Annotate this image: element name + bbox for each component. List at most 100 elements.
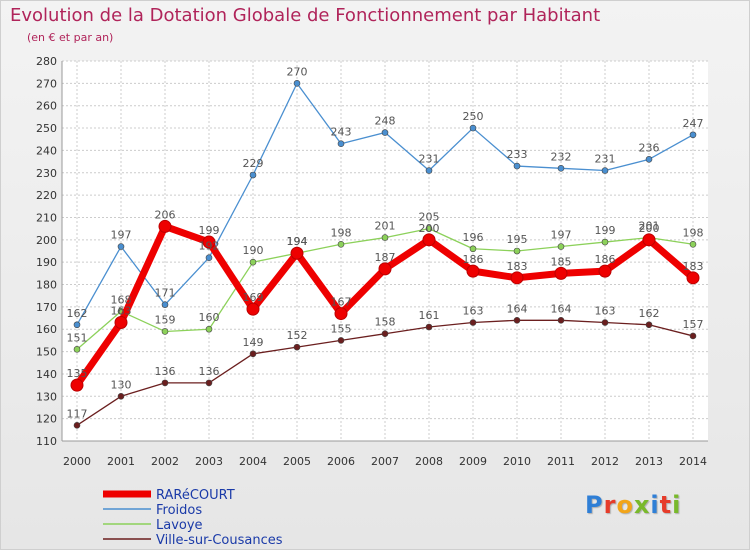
legend-label: RARéCOURT — [156, 488, 235, 503]
data-point-ville-sur-cousances — [645, 321, 653, 329]
data-point-lavoye — [557, 243, 565, 250]
data-point-lavoye — [689, 240, 697, 248]
x-tick-label: 2006 — [327, 455, 355, 468]
x-tick-label: 2013 — [635, 455, 663, 468]
data-point-ville-sur-cousances — [557, 316, 565, 324]
data-label-ville-sur-cousances: 163 — [595, 305, 616, 318]
y-tick-label: 140 — [36, 368, 57, 381]
data-label-ville-sur-cousances: 152 — [287, 329, 308, 342]
y-tick-label: 170 — [36, 301, 57, 314]
data-label-ville-sur-cousances: 155 — [331, 322, 352, 335]
chart-subtitle: (en € et par an) — [27, 31, 114, 44]
data-label-lavoye: 194 — [287, 235, 308, 248]
data-point-rar-court — [554, 266, 568, 280]
y-tick-label: 150 — [36, 346, 57, 359]
data-label-ville-sur-cousances: 117 — [67, 407, 88, 420]
data-label-froidos: 236 — [639, 141, 660, 154]
y-tick-label: 240 — [36, 144, 57, 157]
data-label-ville-sur-cousances: 164 — [551, 302, 572, 315]
logo-letter: x — [633, 491, 651, 519]
data-label-froidos: 233 — [507, 148, 528, 161]
x-tick-label: 2002 — [151, 455, 179, 468]
data-label-rar-court: 185 — [551, 255, 572, 268]
legend-label: Ville-sur-Cousances — [156, 533, 283, 548]
data-label-froidos: 247 — [683, 117, 704, 130]
data-point-ville-sur-cousances — [249, 350, 257, 358]
data-point-froidos — [249, 171, 257, 179]
data-point-froidos — [205, 254, 213, 262]
data-point-froidos — [73, 321, 81, 329]
y-tick-label: 160 — [36, 323, 57, 336]
y-tick-label: 130 — [36, 390, 57, 403]
data-point-lavoye — [601, 238, 609, 246]
data-label-lavoye: 197 — [551, 229, 572, 242]
logo-letter: i — [672, 491, 682, 519]
data-point-rar-court — [422, 233, 436, 247]
x-tick-label: 2008 — [415, 455, 443, 468]
y-tick-label: 110 — [36, 435, 57, 448]
data-point-lavoye — [513, 247, 521, 255]
data-point-froidos — [161, 301, 169, 308]
data-point-ville-sur-cousances — [337, 337, 345, 344]
logo-letter: t — [659, 491, 673, 519]
data-label-froidos: 243 — [331, 126, 352, 139]
data-label-lavoye: 201 — [375, 220, 396, 233]
data-label-ville-sur-cousances: 136 — [155, 365, 176, 378]
data-label-rar-court: 206 — [155, 208, 176, 221]
data-label-froidos: 197 — [111, 229, 132, 242]
y-tick-label: 190 — [36, 256, 57, 269]
data-point-rar-court — [334, 307, 348, 321]
data-label-rar-court: 183 — [683, 260, 704, 273]
data-point-ville-sur-cousances — [117, 392, 125, 400]
y-tick-label: 120 — [36, 413, 57, 426]
data-point-lavoye — [425, 225, 433, 232]
y-tick-label: 220 — [36, 189, 57, 202]
data-point-ville-sur-cousances — [73, 422, 81, 429]
data-label-lavoye: 168 — [111, 293, 132, 306]
data-label-lavoye: 190 — [243, 244, 264, 257]
data-point-lavoye — [73, 346, 81, 353]
data-label-rar-court: 194 — [287, 235, 308, 248]
x-tick-label: 2012 — [591, 455, 619, 468]
data-label-lavoye: 199 — [595, 224, 616, 237]
data-point-froidos — [557, 164, 565, 172]
x-tick-label: 2011 — [547, 455, 575, 468]
data-label-lavoye: 198 — [683, 226, 704, 239]
data-point-ville-sur-cousances — [425, 323, 433, 331]
data-point-froidos — [425, 167, 433, 174]
x-tick-label: 2004 — [239, 455, 267, 468]
data-label-ville-sur-cousances: 149 — [243, 336, 264, 349]
data-label-lavoye: 159 — [155, 313, 176, 326]
data-point-froidos — [293, 80, 301, 87]
data-point-froidos — [601, 167, 609, 174]
logo-letter: o — [616, 491, 634, 519]
axis-layer: 110 120 130 140 150 160 170 180 190 200 210 220 230 2… — [36, 55, 708, 468]
data-label-rar-court: 167 — [331, 296, 352, 309]
data-point-ville-sur-cousances — [513, 316, 521, 324]
x-tick-label: 2014 — [679, 455, 707, 468]
data-point-froidos — [645, 156, 653, 163]
data-label-rar-court: 200 — [419, 222, 440, 235]
x-tick-label: 2009 — [459, 455, 487, 468]
logo-letter: P — [585, 491, 604, 519]
data-point-ville-sur-cousances — [293, 343, 301, 351]
data-point-rar-court — [158, 219, 172, 233]
data-point-ville-sur-cousances — [689, 332, 697, 340]
data-point-ville-sur-cousances — [381, 330, 389, 338]
data-label-froidos: 231 — [595, 153, 616, 166]
data-point-rar-court — [598, 264, 612, 278]
data-label-froidos: 250 — [463, 110, 484, 123]
data-label-lavoye: 196 — [463, 231, 484, 244]
data-label-froidos: 232 — [551, 150, 572, 163]
proxiti-logo: Proxiti — [585, 491, 681, 519]
y-tick-label: 210 — [36, 211, 57, 224]
data-label-froidos: 270 — [287, 65, 308, 78]
x-tick-label: 2010 — [503, 455, 531, 468]
data-label-froidos: 171 — [155, 287, 176, 300]
data-label-lavoye: 151 — [67, 331, 88, 344]
data-label-froidos: 248 — [375, 115, 396, 128]
data-point-froidos — [513, 162, 521, 170]
legend-label: Lavoye — [156, 518, 203, 533]
y-tick-label: 180 — [36, 279, 57, 292]
